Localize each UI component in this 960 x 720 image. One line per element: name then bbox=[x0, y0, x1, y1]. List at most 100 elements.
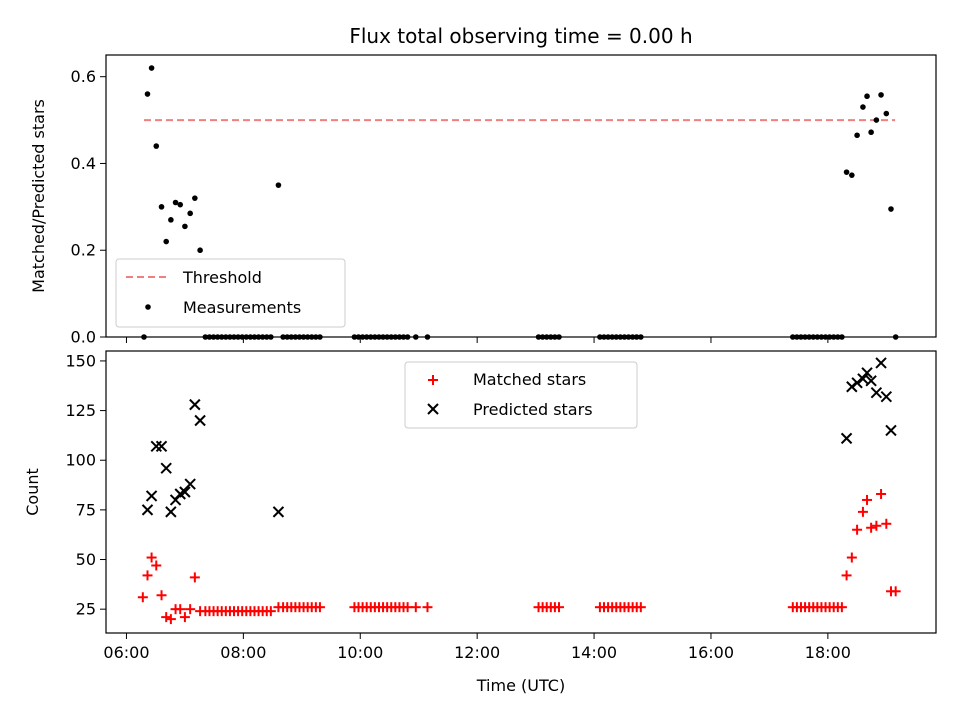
ratio-panel: 0.0 0.2 0.4 0.6 Matched/Predicted stars Thr… bbox=[29, 54, 937, 347]
predicted-star-point bbox=[179, 486, 191, 498]
matched-star-point bbox=[890, 586, 901, 597]
count-x-tick-label: 08:00 bbox=[220, 643, 266, 662]
measurements-legend-swatch bbox=[145, 304, 151, 310]
measurement-point bbox=[878, 92, 884, 98]
matched-star-point bbox=[841, 570, 852, 581]
measurement-point bbox=[168, 217, 174, 223]
matched-star-point bbox=[836, 602, 847, 613]
matched-star-point bbox=[881, 518, 892, 529]
predicted-star-point bbox=[189, 398, 201, 411]
matched-star-point bbox=[179, 612, 190, 623]
matched-star-point bbox=[175, 604, 186, 615]
measurement-point bbox=[187, 210, 193, 217]
count-legend-box bbox=[404, 361, 638, 429]
measurement-point bbox=[888, 206, 894, 212]
matched-star-point bbox=[635, 602, 646, 613]
measurement-point bbox=[144, 91, 151, 97]
count-x-tick-label: 14:00 bbox=[571, 643, 617, 662]
matched-star-point bbox=[862, 494, 873, 505]
matched-star-point bbox=[314, 602, 325, 613]
matched-star-point bbox=[852, 524, 863, 535]
matched-star-point bbox=[142, 570, 153, 581]
count-y-tick-label: 150 bbox=[65, 351, 96, 370]
measurement-point bbox=[158, 204, 165, 210]
predicted-star-point bbox=[150, 440, 162, 453]
count-axes-frame bbox=[105, 350, 937, 634]
matched-star-point bbox=[866, 522, 877, 533]
ratio-y-tick-label: 0.0 bbox=[71, 328, 96, 347]
count-legend: Matched stars Predicted stars bbox=[404, 361, 638, 429]
measurement-point bbox=[864, 93, 870, 100]
measurement-point bbox=[153, 143, 160, 149]
ratio-y-tick-label: 0.6 bbox=[71, 67, 96, 86]
matched-star-point bbox=[553, 602, 564, 613]
measurement-point bbox=[843, 169, 850, 175]
predicted-star-point bbox=[870, 386, 883, 399]
predicted-star-point bbox=[160, 462, 172, 474]
count-y-axis-label: Count bbox=[23, 468, 42, 516]
measurement-point bbox=[883, 110, 890, 117]
predicted-star-point bbox=[875, 357, 887, 369]
predicted-legend-label: Predicted stars bbox=[473, 400, 593, 419]
count-y-tick-label: 25 bbox=[76, 600, 96, 619]
matched-star-point bbox=[410, 602, 421, 613]
count-y-tick-label: 100 bbox=[65, 451, 96, 470]
ratio-x-ticks bbox=[125, 337, 829, 343]
count-x-tick-label: 16:00 bbox=[688, 643, 734, 662]
ratio-y-tick-label: 0.2 bbox=[71, 241, 96, 260]
measurement-point bbox=[873, 117, 880, 123]
matched-star-point bbox=[161, 612, 172, 623]
ratio-y-ticks: 0.0 0.2 0.4 0.6 bbox=[71, 67, 106, 347]
count-x-ticks: 06:00 08:00 10:00 12:00 14:00 16:00 18:00 bbox=[103, 633, 851, 662]
predicted-star-point bbox=[857, 373, 869, 385]
ratio-axes-frame bbox=[105, 54, 937, 338]
ratio-y-tick-label: 0.4 bbox=[71, 154, 96, 173]
count-x-tick-label: 10:00 bbox=[337, 643, 383, 662]
ratio-legend: Threshold Measurements bbox=[115, 258, 346, 328]
count-panel: 25 50 75 100 125 150 06:00 08:00 10:00 12:00 14:0… bbox=[23, 350, 937, 695]
measurement-point bbox=[197, 247, 203, 254]
ratio-y-axis-label: Matched/Predicted stars bbox=[29, 99, 48, 293]
measurements-legend-label: Measurements bbox=[183, 298, 301, 317]
predicted-star-point bbox=[861, 367, 873, 379]
predicted-star-point bbox=[880, 390, 893, 403]
matched-star-point bbox=[871, 520, 882, 531]
predicted-legend-swatch bbox=[427, 403, 439, 415]
count-x-tick-label: 12:00 bbox=[454, 643, 500, 662]
matched-star-point bbox=[857, 506, 868, 517]
count-x-tick-label: 06:00 bbox=[103, 643, 149, 662]
matched-star-point bbox=[151, 560, 162, 571]
measurement-point bbox=[868, 129, 874, 136]
matched-legend-label: Matched stars bbox=[473, 370, 586, 389]
measurement-point bbox=[177, 201, 184, 208]
measurement-point bbox=[182, 223, 188, 230]
predicted-star-point bbox=[184, 478, 196, 490]
matched-star-point bbox=[846, 552, 857, 563]
matched-star-point bbox=[422, 602, 433, 613]
measurement-point bbox=[849, 172, 855, 178]
predicted-star-point bbox=[885, 424, 897, 437]
count-y-tick-label: 50 bbox=[76, 550, 96, 569]
matched-star-point bbox=[146, 552, 157, 563]
measurement-point bbox=[192, 195, 198, 201]
predicted-star-point bbox=[272, 506, 285, 518]
count-x-tick-label: 18:00 bbox=[805, 643, 851, 662]
threshold-legend-label: Threshold bbox=[182, 268, 262, 287]
predicted-star-point bbox=[194, 414, 206, 427]
measurement-point bbox=[275, 182, 282, 188]
count-y-tick-label: 75 bbox=[76, 500, 96, 519]
matched-star-point bbox=[185, 604, 196, 615]
matched-star-point bbox=[189, 572, 200, 583]
predicted-star-point bbox=[851, 377, 863, 389]
predicted-star-point bbox=[865, 375, 877, 387]
predicted-star-point bbox=[141, 504, 154, 516]
ratio-legend-box bbox=[115, 258, 346, 328]
predicted-star-point bbox=[840, 432, 853, 445]
measurement-point bbox=[163, 238, 170, 245]
matched-star-point bbox=[165, 614, 176, 625]
matched-star-point bbox=[137, 592, 148, 603]
matched-star-point bbox=[265, 606, 276, 617]
predicted-star-point bbox=[155, 440, 168, 453]
count-marks bbox=[137, 357, 901, 625]
